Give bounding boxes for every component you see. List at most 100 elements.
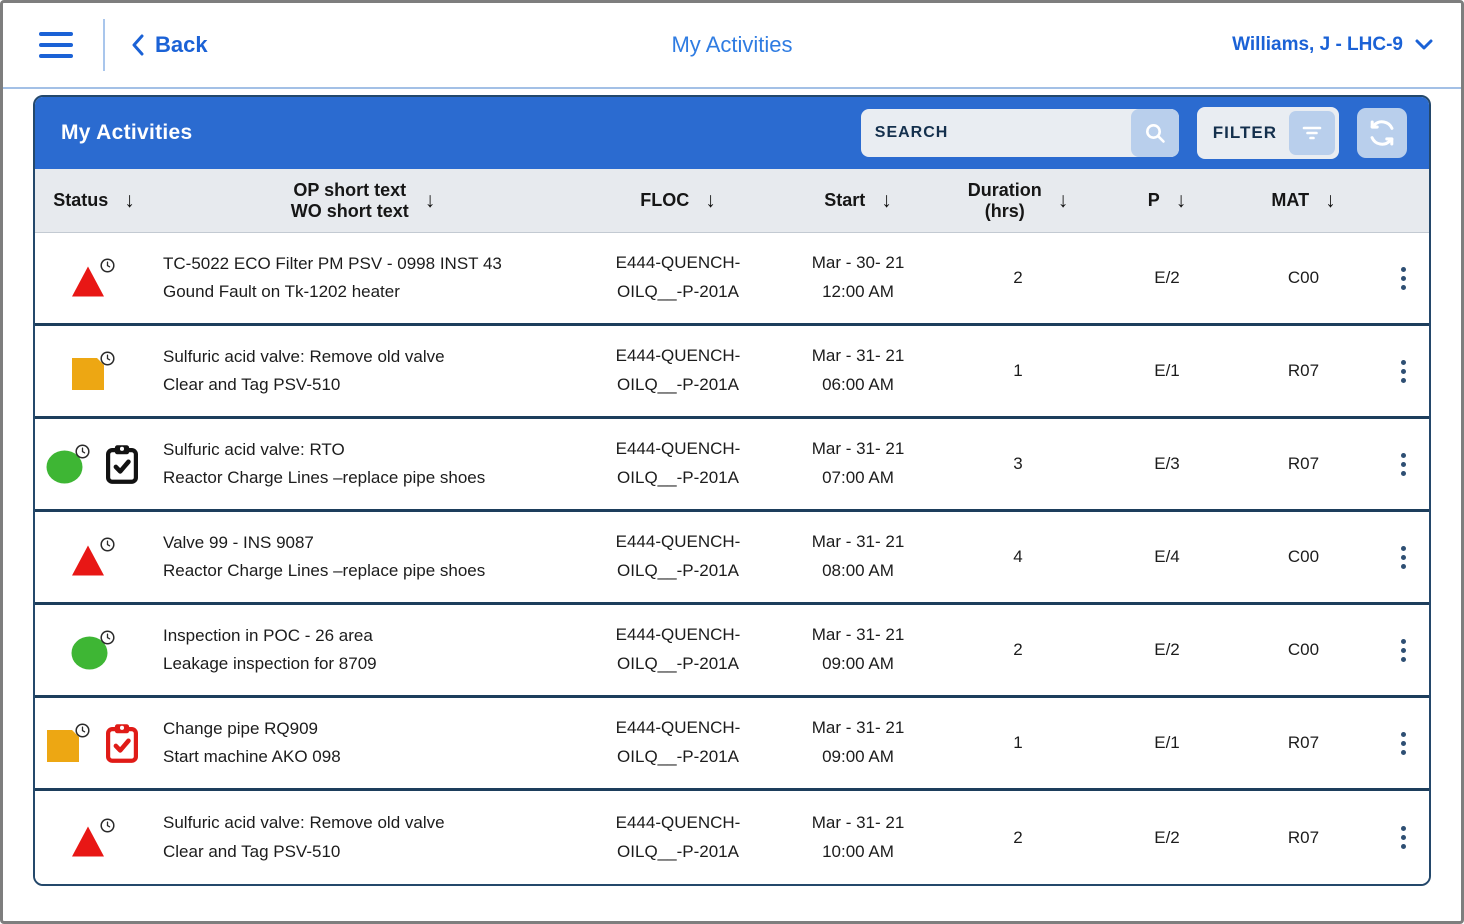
row-menu-button[interactable] — [1393, 352, 1414, 391]
op-short-text: Inspection in POC - 26 area — [163, 625, 373, 645]
search-input[interactable] — [860, 109, 1131, 157]
status-icon — [46, 444, 92, 484]
duration-cell: 3 — [1013, 454, 1023, 473]
mat-cell: R07 — [1287, 361, 1320, 380]
sort-icon-start[interactable]: ↓ — [881, 188, 892, 212]
sort-icon-floc[interactable]: ↓ — [705, 188, 716, 212]
wo-short-text: Reactor Charge Lines –replace pipe shoes — [163, 561, 486, 580]
floc-line2: OILQ__-P-201A — [617, 561, 739, 580]
table-row[interactable]: Change pipe RQ909 Start machine AKO 098 … — [35, 698, 1429, 791]
table-row[interactable]: Sulfuric acid valve: RTO Reactor Charge … — [35, 419, 1429, 512]
sort-icon-optext[interactable]: ↓ — [424, 188, 436, 212]
table-body: TC-5022 ECO Filter PM PSV - 0998 INST 43… — [35, 233, 1429, 884]
filter-icon — [1289, 111, 1335, 155]
status-cell — [35, 722, 153, 764]
col-label-start: Start — [824, 190, 866, 210]
optext-cell: Valve 99 - INS 9087 Reactor Charge Lines… — [153, 530, 573, 585]
start-cell: Mar - 31- 21 08:00 AM — [783, 528, 933, 586]
sort-icon-priority[interactable]: ↓ — [1175, 188, 1187, 212]
status-icon — [71, 817, 117, 858]
col-header-duration: Duration (hrs) ↓ — [933, 180, 1103, 221]
table-row[interactable]: TC-5022 ECO Filter PM PSV - 0998 INST 43… — [35, 233, 1429, 326]
timer-badge-icon — [100, 537, 115, 552]
start-date: Mar - 30- 21 — [811, 253, 905, 273]
floc-line1: E444-QUENCH- — [615, 439, 741, 459]
status-icon — [46, 723, 92, 763]
search-button[interactable] — [1130, 109, 1179, 157]
table-row[interactable]: Inspection in POC - 26 area Leakage insp… — [35, 605, 1429, 698]
optext-cell: Sulfuric acid valve: RTO Reactor Charge … — [153, 437, 573, 492]
status-icon — [71, 537, 117, 577]
my-activities-panel: My Activities FILTER — [33, 95, 1431, 886]
status-square-icon — [72, 358, 104, 390]
row-menu-button[interactable] — [1393, 631, 1414, 670]
op-short-text: Valve 99 - INS 9087 — [163, 532, 314, 552]
menu-icon[interactable] — [39, 32, 73, 58]
start-time: 07:00 AM — [822, 468, 894, 487]
status-icon — [71, 258, 117, 298]
topbar-divider — [103, 19, 105, 71]
priority-cell: E/1 — [1154, 733, 1180, 752]
status-triangle-icon — [72, 545, 104, 576]
timer-badge-icon — [100, 630, 115, 645]
status-cell — [35, 630, 153, 670]
op-short-text: Sulfuric acid valve: Remove old valve — [163, 813, 445, 833]
optext-cell: Change pipe RQ909 Start machine AKO 098 — [153, 716, 573, 771]
clipboard-check-icon — [106, 445, 138, 484]
floc-cell: E444-QUENCH- OILQ__-P-201A — [573, 809, 783, 867]
user-label: Williams, J - LHC-9 — [1232, 34, 1403, 55]
floc-cell: E444-QUENCH- OILQ__-P-201A — [573, 249, 783, 307]
filter-button[interactable]: FILTER — [1196, 107, 1339, 159]
search-box — [860, 109, 1179, 157]
table-row[interactable]: Sulfuric acid valve: Remove old valve Cl… — [35, 326, 1429, 419]
floc-line2: OILQ__-P-201A — [617, 654, 739, 673]
optext-cell: Inspection in POC - 26 area Leakage insp… — [153, 623, 573, 678]
op-short-text: Change pipe RQ909 — [163, 718, 319, 738]
sort-icon-status[interactable]: ↓ — [124, 188, 135, 212]
search-icon — [1143, 121, 1167, 145]
sort-icon-duration[interactable]: ↓ — [1057, 188, 1069, 212]
timer-badge-icon — [75, 444, 90, 459]
timer-badge-icon — [75, 723, 90, 738]
col-label-status: Status — [53, 190, 109, 210]
start-date: Mar - 31- 21 — [811, 439, 905, 459]
table-row[interactable]: Valve 99 - INS 9087 Reactor Charge Lines… — [35, 512, 1429, 605]
row-menu-button[interactable] — [1393, 445, 1414, 484]
floc-cell: E444-QUENCH- OILQ__-P-201A — [573, 435, 783, 493]
user-selector[interactable]: Williams, J - LHC-9 — [1232, 34, 1433, 56]
top-bar: Back My Activities Williams, J - LHC-9 — [3, 3, 1461, 89]
col-header-start: Start ↓ — [783, 189, 933, 213]
back-chevron-icon — [131, 34, 145, 56]
row-menu-button[interactable] — [1393, 818, 1414, 857]
row-menu-button[interactable] — [1393, 724, 1414, 763]
timer-badge-icon — [100, 351, 115, 366]
status-icon — [71, 630, 117, 670]
floc-cell: E444-QUENCH- OILQ__-P-201A — [573, 714, 783, 772]
floc-line1: E444-QUENCH- — [615, 346, 741, 366]
wo-short-text: Leakage inspection for 8709 — [163, 654, 377, 673]
start-cell: Mar - 31- 21 09:00 AM — [783, 621, 933, 679]
filter-label: FILTER — [1212, 123, 1277, 142]
col-label-op: OP short text — [293, 179, 407, 200]
status-circle-icon — [71, 636, 108, 670]
start-time: 09:00 AM — [822, 654, 894, 673]
status-square-icon — [47, 730, 79, 762]
start-date: Mar - 31- 21 — [811, 718, 905, 738]
floc-line1: E444-QUENCH- — [615, 718, 741, 738]
start-date: Mar - 31- 21 — [811, 532, 905, 552]
status-cell — [35, 443, 153, 485]
back-button[interactable]: Back — [131, 32, 208, 58]
start-cell: Mar - 30- 21 12:00 AM — [783, 249, 933, 307]
duration-cell: 4 — [1013, 547, 1023, 566]
row-menu-button[interactable] — [1393, 538, 1414, 577]
col-label-duration-unit: (hrs) — [984, 200, 1025, 221]
refresh-button[interactable] — [1357, 108, 1407, 158]
row-menu-button[interactable] — [1393, 259, 1414, 298]
sort-icon-mat[interactable]: ↓ — [1325, 188, 1336, 212]
duration-cell: 1 — [1013, 733, 1023, 752]
timer-badge-icon — [100, 817, 115, 833]
col-header-floc: FLOC ↓ — [573, 189, 783, 213]
table-row[interactable]: Sulfuric acid valve: Remove old valve Cl… — [35, 791, 1429, 884]
status-triangle-icon — [72, 266, 104, 297]
optext-cell: Sulfuric acid valve: Remove old valve Cl… — [153, 810, 573, 865]
